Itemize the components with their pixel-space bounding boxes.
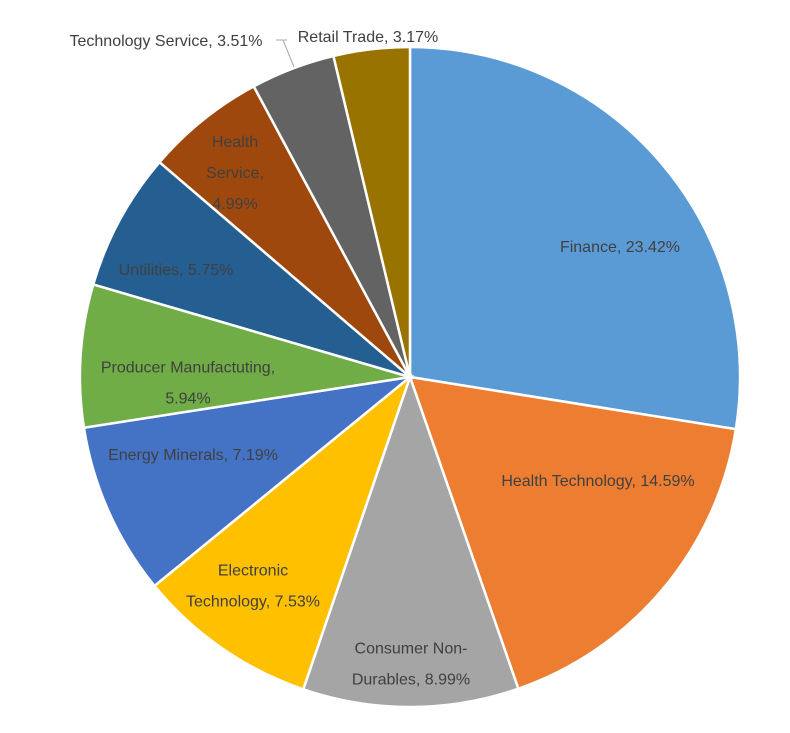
pie-slice-finance: [408, 45, 742, 431]
slice-label-line: Health Technology, 14.59%: [501, 473, 694, 490]
pie-slice-health-service: [157, 84, 412, 378]
slice-label: Consumer Non- Durables, 8.99%: [352, 641, 470, 689]
slice-label-line: Electronic: [218, 563, 288, 580]
leader-technology-service: [276, 39, 295, 68]
slice-label: Electronic Technology, 7.53%: [186, 563, 320, 611]
slice-labels: Finance, 23.42% Health Technology, 14.59%…: [70, 29, 695, 689]
pie-slice-consumer-non-durables: [301, 373, 520, 709]
slice-label: Technology Service, 3.51%: [70, 33, 263, 50]
slice-label: Health Technology, 14.59%: [501, 473, 694, 490]
slice-label: Retail Trade, 3.17%: [298, 29, 439, 46]
slice-label-line: Service,: [206, 165, 264, 182]
slice-label: Energy Minerals, 7.19%: [108, 447, 278, 464]
slice-label-line: Technology Service, 3.51%: [70, 33, 263, 50]
slice-label-line: Untilities, 5.75%: [119, 262, 234, 279]
slice-label: Finance, 23.42%: [560, 239, 680, 256]
pie-slice-retail-trade: [331, 45, 412, 378]
slice-label-line: Energy Minerals, 7.19%: [108, 447, 278, 464]
pie-slice-producer-manufactuting: [78, 282, 411, 430]
slice-label: Health Service, 4.99%: [206, 134, 264, 213]
slice-label-line: Finance, 23.42%: [560, 239, 680, 256]
slice-label-line: Health: [212, 134, 258, 151]
slice-label-line: Producer Manufactuting,: [101, 360, 275, 377]
slice-label-line: 4.99%: [212, 196, 257, 213]
slice-label-line: Retail Trade, 3.17%: [298, 29, 439, 46]
slice-label: Untilities, 5.75%: [119, 262, 234, 279]
pie-slices: [78, 45, 742, 709]
slice-label-line: Consumer Non-: [355, 641, 468, 658]
slice-label-line: 5.94%: [165, 391, 210, 408]
slice-label: Producer Manufactuting, 5.94%: [101, 360, 275, 408]
slice-label-line: Durables, 8.99%: [352, 672, 470, 689]
label-leaders: [276, 39, 295, 68]
slice-label-line: Technology, 7.53%: [186, 594, 320, 611]
pie-slice-electronic-technology: [152, 373, 413, 691]
pie-slice-untilities: [91, 160, 411, 379]
pie-slice-energy-minerals: [82, 375, 415, 588]
